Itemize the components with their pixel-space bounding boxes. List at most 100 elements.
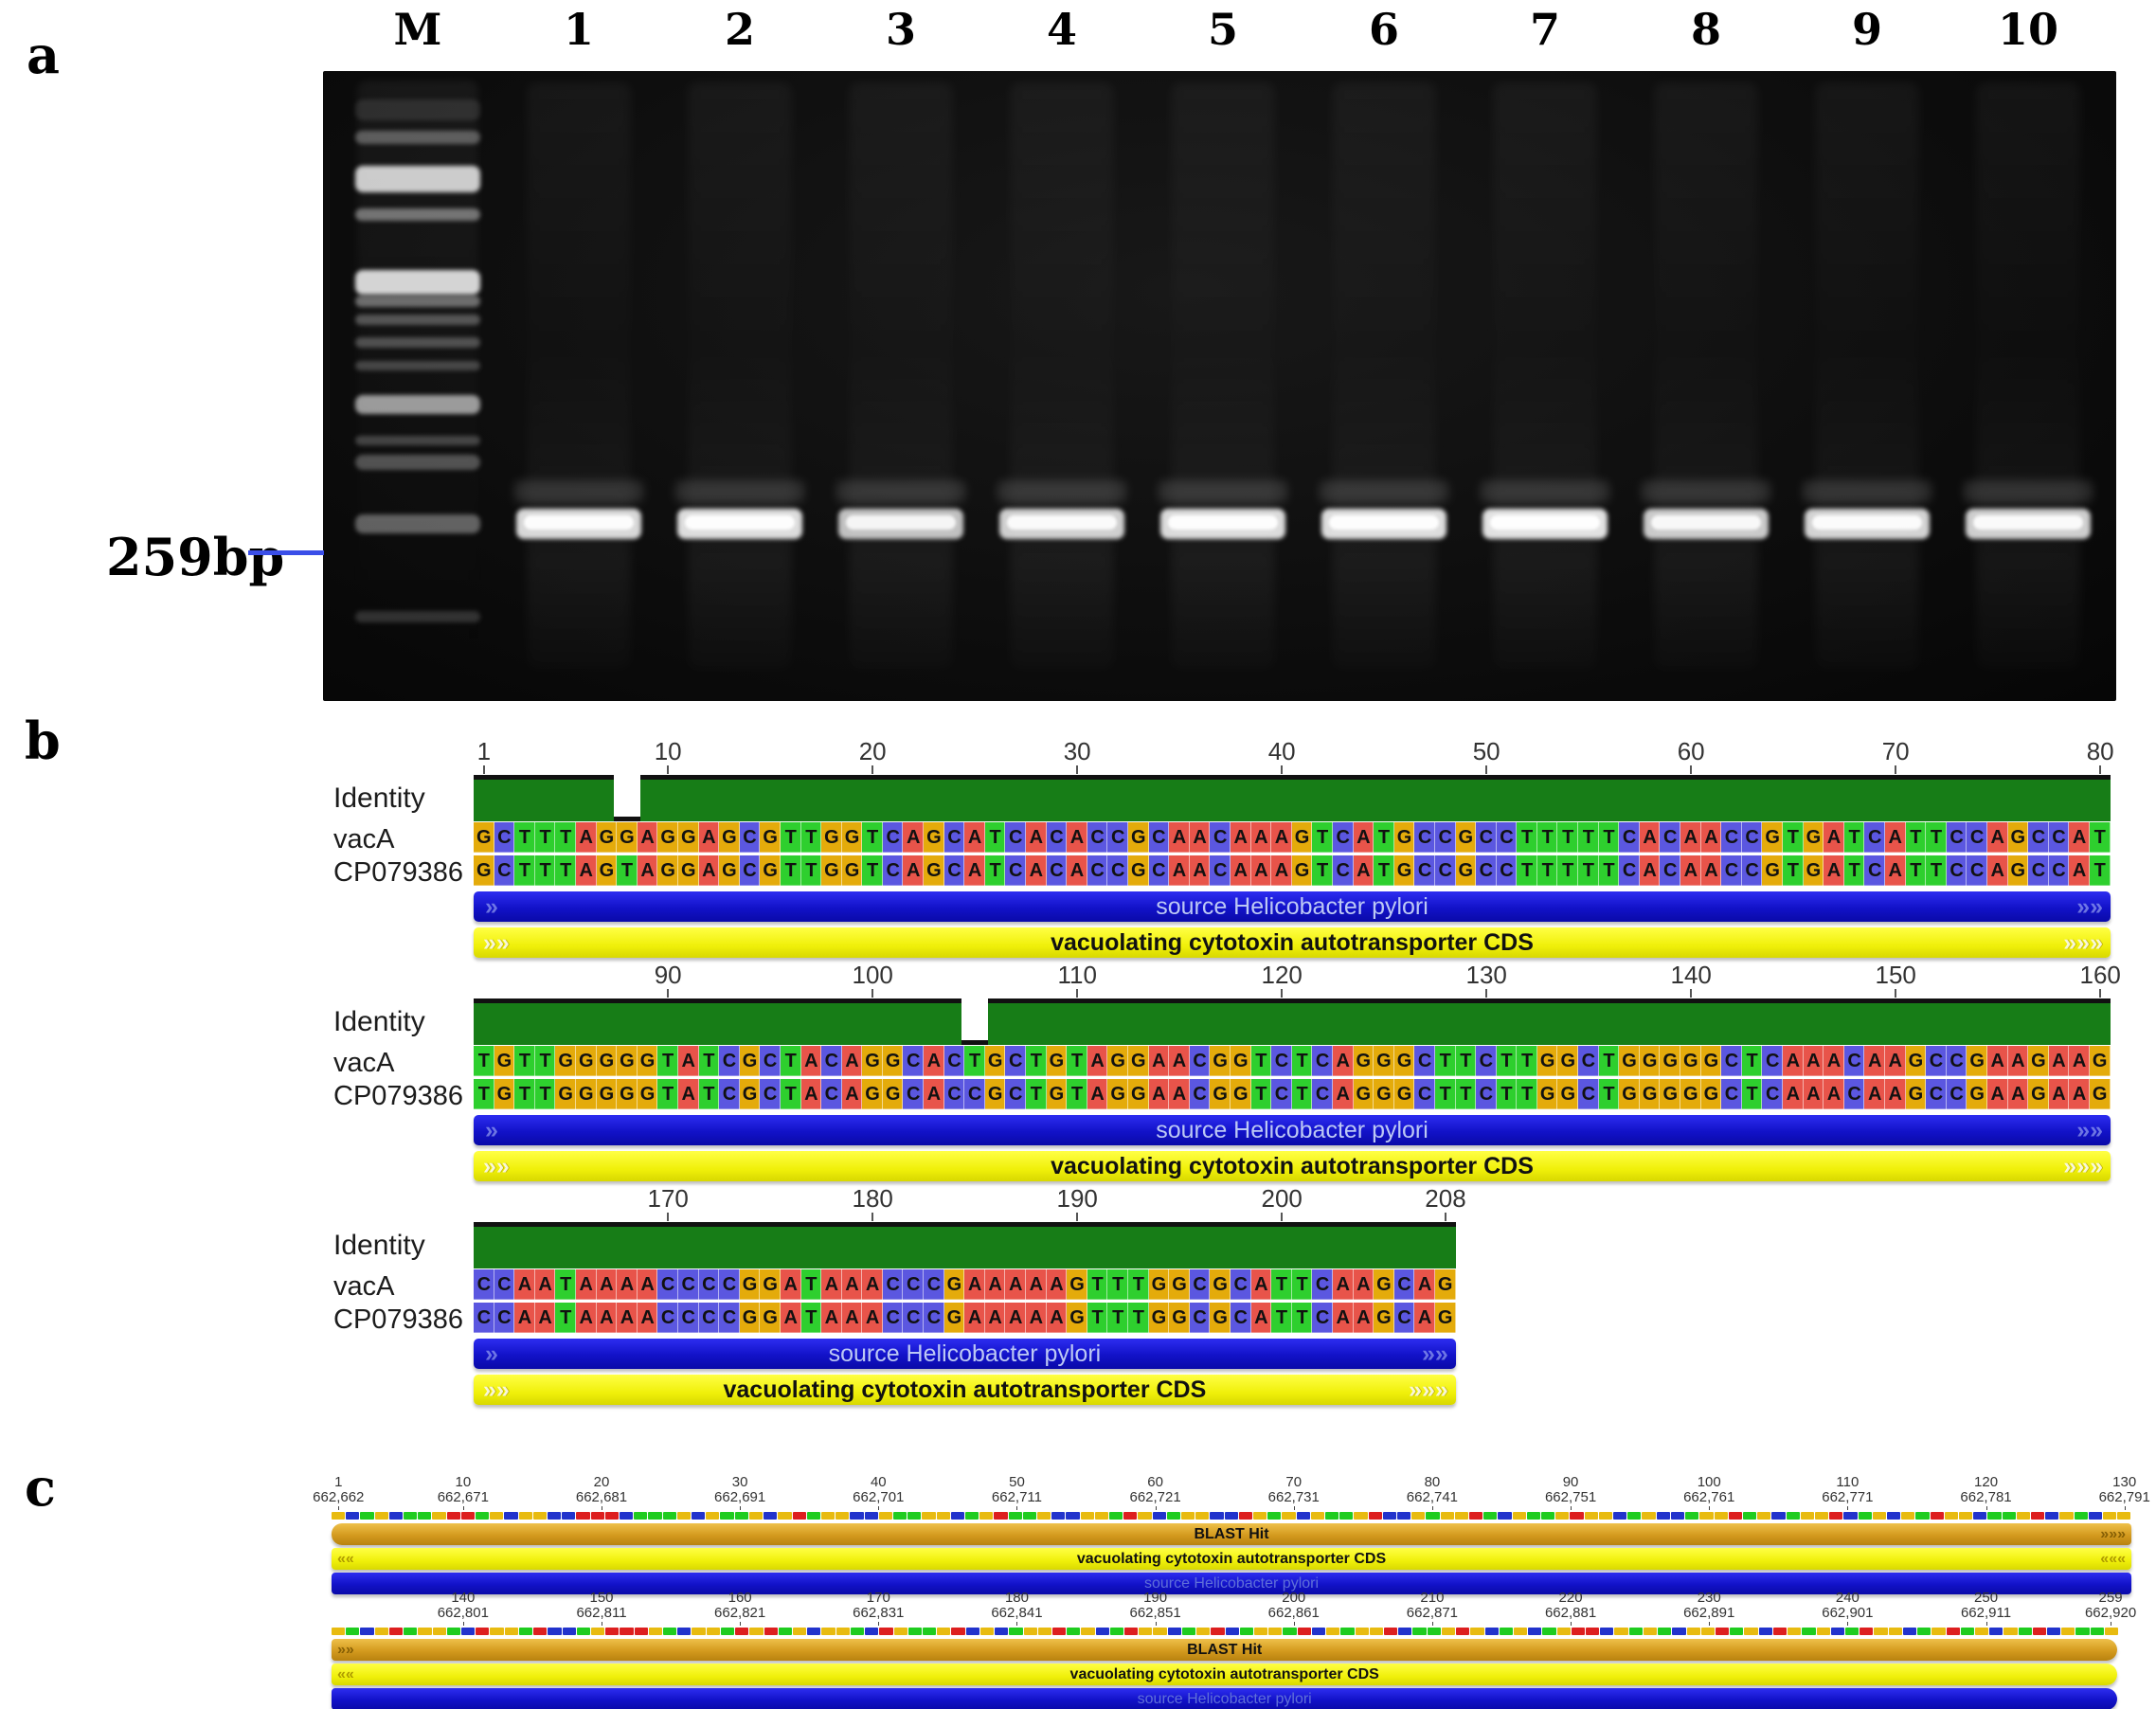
variation-segment <box>835 1512 850 1520</box>
chevron-right-icon: »»» <box>2063 928 2103 956</box>
base-cell: C <box>719 1046 740 1076</box>
base-cell: A <box>1639 822 1661 853</box>
base-cell: T <box>617 855 638 886</box>
ruler-tick-label: 110 <box>1057 961 1097 989</box>
base-cell: T <box>1087 1269 1108 1300</box>
base-cell: G <box>1210 1046 1231 1076</box>
base-cell: T <box>555 1303 576 1333</box>
variation-segment <box>1282 1512 1296 1520</box>
dna-band-smear <box>997 480 1126 503</box>
base-cell: G <box>657 822 678 853</box>
base-cell: T <box>800 822 822 853</box>
variation-segment <box>734 1512 748 1520</box>
base-cell: T <box>1291 1079 1313 1109</box>
marker-line <box>248 550 324 555</box>
base-cell: C <box>1087 822 1108 853</box>
ruler-abs-tick-label: 662,851 <box>1129 1605 1181 1621</box>
base-cell: G <box>739 1269 761 1300</box>
variation-segment <box>850 1512 864 1520</box>
variation-segment <box>2061 1628 2075 1635</box>
variation-segment <box>1987 1512 2002 1520</box>
variation-segment <box>793 1628 807 1635</box>
base-cell: A <box>964 822 985 853</box>
ladder-band <box>355 611 480 622</box>
base-cell: G <box>1128 1046 1149 1076</box>
base-cell: C <box>821 1079 842 1109</box>
variation-segment <box>1944 1512 1958 1520</box>
variation-segment <box>1152 1512 1166 1520</box>
variation-segment <box>1426 1512 1440 1520</box>
base-cell: C <box>1414 855 1435 886</box>
ruler-rel-tick-label: 220 <box>1558 1590 1583 1606</box>
sequence-name-label: vacA <box>333 1271 395 1302</box>
base-cell: A <box>984 1269 1006 1300</box>
base-cell: G <box>1393 1046 1415 1076</box>
base-cell: G <box>1169 1303 1190 1333</box>
variation-segment <box>1685 1512 1699 1520</box>
base-cell: G <box>1128 855 1149 886</box>
base-cell: G <box>1210 1269 1231 1300</box>
variation-segment <box>1570 1512 1584 1520</box>
variation-segment <box>1829 1512 1843 1520</box>
variation-segment <box>1886 1512 1901 1520</box>
variation-segment <box>1860 1628 1874 1635</box>
base-cell: G <box>1619 1046 1640 1076</box>
base-cell: T <box>1843 822 1865 853</box>
ruler-abs-tick-label: 662,731 <box>1267 1489 1320 1505</box>
base-cell: A <box>2007 1046 2029 1076</box>
variation-segment <box>864 1512 878 1520</box>
lane-label: 5 <box>1207 4 1238 55</box>
dna-band-smear <box>1481 480 1609 503</box>
variation-segment <box>677 1628 692 1635</box>
lane-smear <box>849 82 953 670</box>
base-cell: C <box>1864 822 1885 853</box>
identity-gap <box>614 775 640 821</box>
ruler-tick-label: 160 <box>2079 961 2121 989</box>
base-cell: G <box>1374 1046 1394 1076</box>
variation-segment <box>590 1512 604 1520</box>
ladder-band <box>355 208 480 221</box>
variation-segment <box>1036 1512 1051 1520</box>
base-cell: G <box>1700 1079 1722 1109</box>
base-cell: T <box>1291 1303 1313 1333</box>
variation-segment <box>792 1512 806 1520</box>
variation-segment <box>936 1512 950 1520</box>
base-cell: G <box>984 1046 1006 1076</box>
variation-segment <box>764 1512 778 1520</box>
variation-segment <box>2047 1628 2061 1635</box>
ruler-rel-tick-label: 40 <box>870 1474 887 1490</box>
variation-segment <box>1499 1628 1513 1635</box>
variation-segment <box>1888 1628 1902 1635</box>
chevron-right-icon: »»» <box>2063 1152 2103 1179</box>
ladder-band <box>355 131 480 144</box>
ruler-tick-mark <box>1076 765 1079 774</box>
ruler-abs-tick-label: 662,861 <box>1267 1605 1320 1621</box>
variation-segment <box>562 1512 576 1520</box>
base-cell: A <box>1067 822 1087 853</box>
base-cell: T <box>800 1269 822 1300</box>
base-cell: G <box>924 855 944 886</box>
variation-segment <box>879 1628 893 1635</box>
lane-label: 1 <box>563 4 594 55</box>
ladder-band <box>355 296 480 307</box>
base-cell: G <box>1210 1079 1231 1109</box>
base-cell: C <box>1660 822 1681 853</box>
gel-image <box>323 71 2116 701</box>
base-cell: G <box>2007 822 2029 853</box>
source-annotation-text: source Helicobacter pylori <box>1156 1116 1428 1143</box>
base-cell: A <box>780 1303 801 1333</box>
base-cell: A <box>1087 1046 1108 1076</box>
variation-segment <box>806 1512 820 1520</box>
variation-segment <box>1844 1628 1860 1635</box>
variation-segment <box>1368 1512 1382 1520</box>
base-cell: C <box>1578 1046 1599 1076</box>
ruler-tick-mark <box>1895 989 1897 998</box>
variation-segment <box>1598 1512 1613 1520</box>
base-cell: C <box>494 1303 515 1333</box>
base-cell: C <box>1741 822 1763 853</box>
base-cell: G <box>1230 1079 1251 1109</box>
ruler-tick-mark <box>871 989 874 998</box>
chevron-right-icon: »»» <box>2100 1525 2126 1542</box>
variation-segment <box>720 1628 735 1635</box>
variation-segment <box>922 1512 936 1520</box>
